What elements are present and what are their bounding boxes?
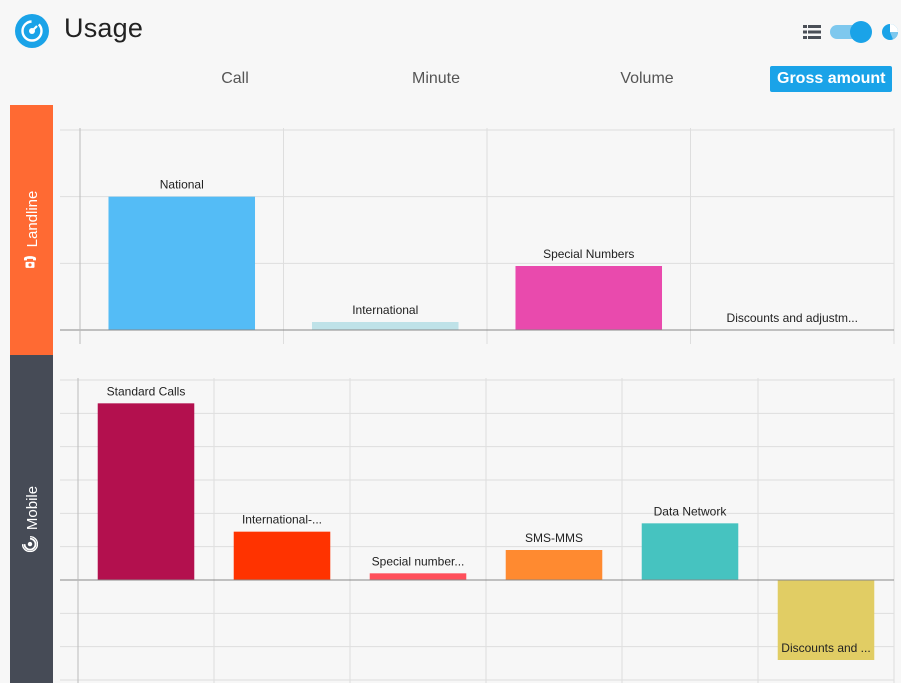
tab-call[interactable]: Call xyxy=(221,70,249,87)
bar xyxy=(777,580,875,660)
phone-icon xyxy=(22,253,42,269)
page-title: Usage xyxy=(64,13,144,43)
bar-label: SMS-MMS xyxy=(525,531,583,545)
mobile-bar-chart: Standard Calls International-... Special n… xyxy=(60,378,895,683)
header: Usage xyxy=(0,0,901,62)
bar xyxy=(108,196,256,330)
mobile-section-label: Mobile xyxy=(10,355,53,683)
tab-minute[interactable]: Minute xyxy=(411,70,461,87)
mobile-label: Mobile xyxy=(23,485,40,531)
bar xyxy=(233,531,331,580)
tab-volume[interactable]: Volume xyxy=(620,70,674,87)
bar xyxy=(515,266,663,330)
signal-icon xyxy=(21,535,42,553)
bar-label: Discounts and ... xyxy=(781,641,870,655)
landline-bar-chart: National International Special Numbers Disc… xyxy=(60,128,895,344)
bar-label: Special number... xyxy=(372,554,465,568)
landline-label: Landline xyxy=(23,190,40,248)
bar xyxy=(369,573,467,580)
bar xyxy=(97,403,195,580)
bar-label: Special Numbers xyxy=(543,247,634,261)
view-toggle[interactable] xyxy=(830,21,872,43)
bar-label: International xyxy=(352,303,418,317)
bar xyxy=(505,550,603,580)
bar-label: Discounts and adjustm... xyxy=(727,311,858,325)
metric-tabs: Call Minute Volume Gross amount xyxy=(0,66,901,96)
bar-label: Data Network xyxy=(654,504,728,518)
bar-label: International-... xyxy=(242,513,322,527)
bar-label: Standard Calls xyxy=(107,384,186,398)
pie-chart-icon[interactable] xyxy=(881,23,899,41)
list-view-icon[interactable] xyxy=(803,24,821,40)
landline-section-label: Landline xyxy=(10,105,53,355)
tab-gross-amount[interactable]: Gross amount xyxy=(770,66,893,92)
toggle-knob xyxy=(850,21,872,43)
bar-label: National xyxy=(160,178,204,192)
bar xyxy=(311,322,459,330)
usage-logo-icon xyxy=(15,14,49,48)
bar xyxy=(641,523,739,580)
